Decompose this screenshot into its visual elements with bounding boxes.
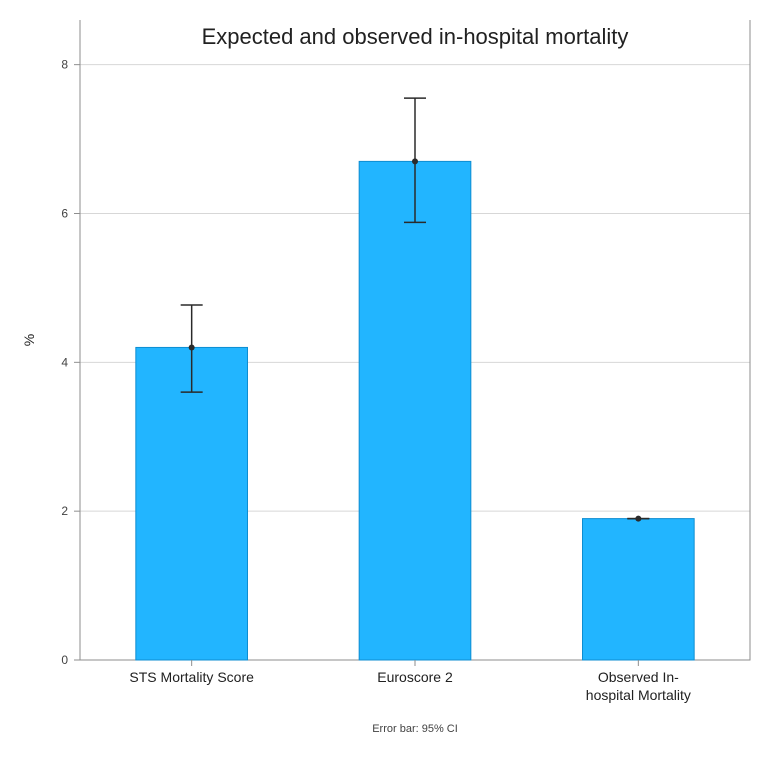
x-tick-label: hospital Mortality — [586, 687, 691, 703]
y-tick-label: 6 — [61, 206, 68, 220]
x-tick-label: Observed In- — [598, 669, 679, 685]
y-tick-label: 2 — [61, 504, 68, 518]
bar — [583, 519, 695, 660]
x-tick-label: Euroscore 2 — [377, 669, 453, 685]
error-marker — [635, 516, 641, 522]
y-tick-label: 8 — [61, 58, 68, 72]
mortality-bar-chart: 0 2 4 6 8% STS Mortality Score Euroscore 2 Obse… — [0, 0, 760, 763]
bar — [136, 347, 248, 660]
bar — [359, 161, 471, 660]
y-axis-label: % — [21, 334, 37, 346]
y-tick-label: 0 — [61, 653, 68, 667]
x-tick-label: STS Mortality Score — [129, 669, 254, 685]
error-marker — [189, 344, 195, 350]
chart-title: Expected and observed in-hospital mortal… — [202, 24, 629, 49]
y-tick-label: 4 — [61, 355, 68, 369]
chart-footnote: Error bar: 95% CI — [372, 723, 458, 735]
error-marker — [412, 158, 418, 164]
